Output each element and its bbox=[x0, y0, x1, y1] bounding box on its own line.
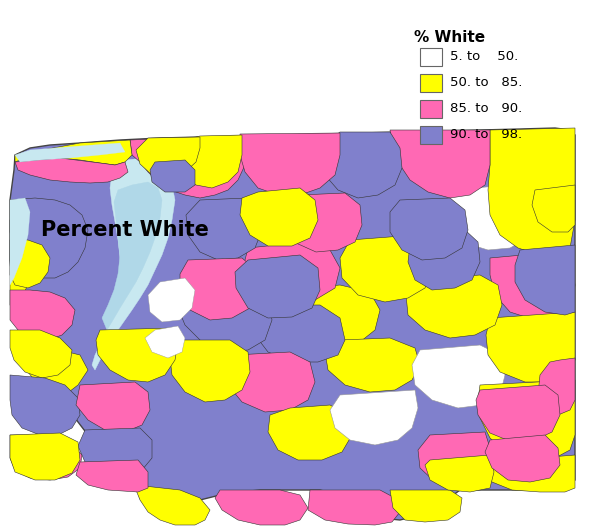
Polygon shape bbox=[390, 130, 490, 198]
Polygon shape bbox=[406, 275, 502, 338]
Polygon shape bbox=[10, 433, 80, 480]
Polygon shape bbox=[255, 305, 345, 362]
Polygon shape bbox=[92, 158, 175, 370]
Polygon shape bbox=[486, 312, 575, 382]
Polygon shape bbox=[268, 405, 352, 460]
Polygon shape bbox=[485, 435, 560, 482]
Polygon shape bbox=[10, 128, 575, 520]
Polygon shape bbox=[10, 290, 75, 340]
Polygon shape bbox=[148, 278, 195, 322]
Polygon shape bbox=[390, 490, 462, 522]
Polygon shape bbox=[170, 340, 250, 402]
Bar bbox=[420, 126, 442, 144]
Text: 5. to    50.: 5. to 50. bbox=[450, 51, 518, 63]
Polygon shape bbox=[308, 490, 400, 525]
Polygon shape bbox=[10, 198, 88, 278]
Polygon shape bbox=[275, 285, 380, 348]
Polygon shape bbox=[10, 330, 72, 378]
Polygon shape bbox=[390, 198, 468, 260]
Polygon shape bbox=[408, 230, 480, 290]
Polygon shape bbox=[446, 185, 535, 250]
Polygon shape bbox=[178, 290, 272, 352]
Bar bbox=[420, 48, 442, 66]
Text: 90. to   98.: 90. to 98. bbox=[450, 129, 522, 142]
Polygon shape bbox=[136, 137, 200, 178]
Polygon shape bbox=[486, 455, 575, 492]
Polygon shape bbox=[418, 432, 490, 485]
Polygon shape bbox=[490, 252, 575, 320]
Polygon shape bbox=[226, 352, 315, 412]
Polygon shape bbox=[186, 198, 262, 260]
Polygon shape bbox=[180, 258, 258, 320]
Polygon shape bbox=[10, 435, 82, 480]
Polygon shape bbox=[15, 158, 128, 183]
Polygon shape bbox=[330, 390, 418, 445]
Polygon shape bbox=[102, 182, 162, 330]
Polygon shape bbox=[15, 140, 132, 165]
Polygon shape bbox=[235, 255, 320, 318]
Polygon shape bbox=[538, 358, 575, 415]
Polygon shape bbox=[244, 242, 340, 305]
Polygon shape bbox=[240, 133, 340, 195]
Polygon shape bbox=[78, 428, 152, 476]
Polygon shape bbox=[76, 382, 150, 432]
Polygon shape bbox=[488, 128, 575, 255]
Polygon shape bbox=[135, 485, 210, 525]
Text: 85. to   90.: 85. to 90. bbox=[450, 102, 522, 115]
Polygon shape bbox=[532, 185, 575, 232]
Polygon shape bbox=[10, 215, 45, 310]
Polygon shape bbox=[76, 460, 148, 492]
Polygon shape bbox=[150, 160, 195, 192]
Polygon shape bbox=[145, 326, 185, 358]
Polygon shape bbox=[96, 328, 178, 382]
Polygon shape bbox=[240, 188, 318, 246]
Bar bbox=[420, 100, 442, 118]
Polygon shape bbox=[10, 240, 50, 288]
Polygon shape bbox=[322, 132, 402, 198]
Polygon shape bbox=[28, 350, 88, 395]
Text: % White: % White bbox=[415, 30, 486, 45]
Polygon shape bbox=[412, 345, 505, 408]
Polygon shape bbox=[15, 143, 125, 162]
Polygon shape bbox=[215, 490, 308, 525]
Polygon shape bbox=[340, 235, 432, 302]
Polygon shape bbox=[515, 245, 575, 315]
Polygon shape bbox=[10, 198, 30, 285]
Polygon shape bbox=[325, 338, 420, 392]
Polygon shape bbox=[10, 375, 80, 435]
Polygon shape bbox=[282, 193, 362, 252]
Polygon shape bbox=[476, 385, 560, 442]
Text: 50. to   85.: 50. to 85. bbox=[450, 76, 522, 90]
Bar bbox=[420, 74, 442, 92]
Text: Percent White: Percent White bbox=[41, 220, 209, 240]
Polygon shape bbox=[425, 455, 494, 492]
Polygon shape bbox=[176, 135, 242, 188]
Polygon shape bbox=[478, 380, 575, 460]
Polygon shape bbox=[130, 136, 248, 198]
